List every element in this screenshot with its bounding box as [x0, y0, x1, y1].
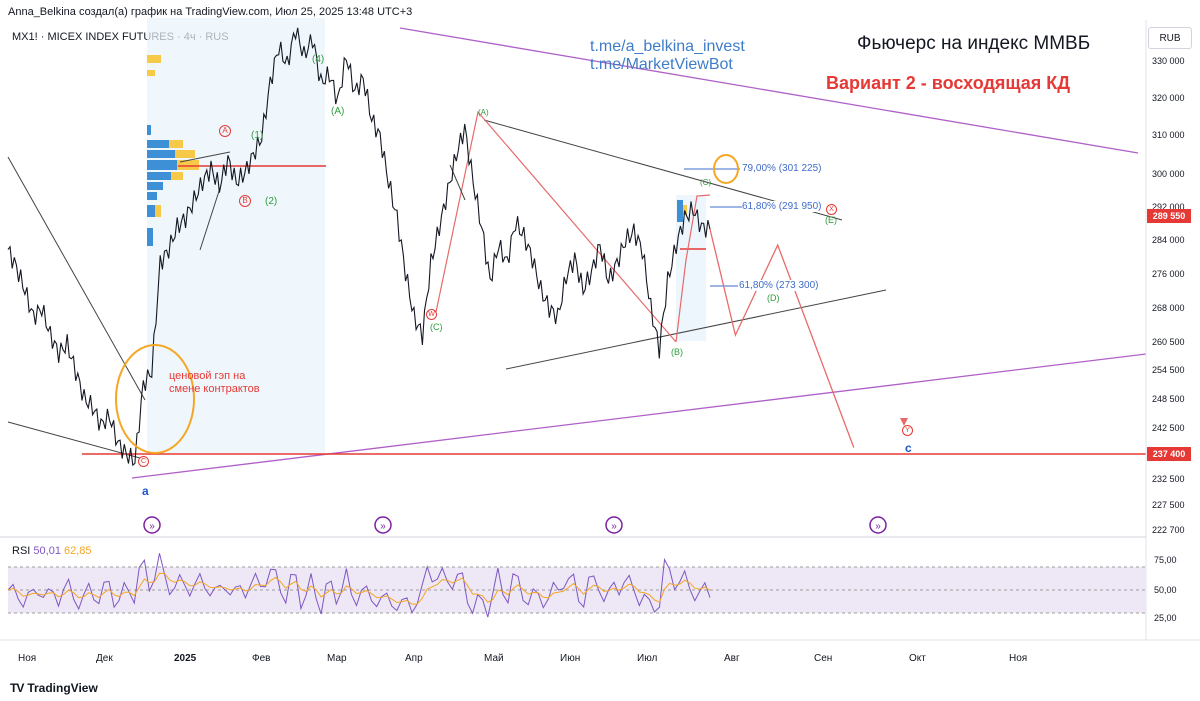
- wave-label-A-circle: A: [219, 125, 231, 137]
- variant-note: Вариант 2 - восходящая КД: [826, 73, 1071, 93]
- chart-credit: Anna_Belkina создал(а) график на Trading…: [8, 6, 413, 18]
- target-highlight-ellipse: [713, 154, 739, 184]
- y-tick: 222 700: [1152, 525, 1185, 535]
- wave-label-a: a: [142, 484, 149, 498]
- projection-arrowhead: [900, 418, 908, 426]
- wave-label-A1: (A): [331, 106, 345, 117]
- y-tick: 300 000: [1152, 169, 1185, 179]
- svg-text:»: »: [380, 521, 386, 532]
- x-tick: Май: [484, 653, 504, 664]
- wave-label-A2: (A): [478, 108, 489, 117]
- telegram-link-1[interactable]: t.me/a_belkina_invest: [590, 38, 745, 55]
- y-tick: 242 500: [1152, 423, 1185, 433]
- rsi-ma-value: 62,85: [64, 545, 92, 557]
- current-price-tag: 289 550: [1147, 209, 1191, 223]
- rsi-ma-series: [7, 572, 711, 605]
- x-tick: Авг: [724, 653, 740, 664]
- fib-label-618-high: 61,80% (291 950): [742, 201, 822, 212]
- svg-text:»: »: [149, 521, 155, 532]
- x-tick: 2025: [174, 653, 197, 664]
- y-tick: 260 500: [1152, 337, 1185, 347]
- support-price-tag: 237 400: [1147, 447, 1191, 461]
- wave-label-2: (2): [265, 196, 278, 207]
- rsi-tick: 25,00: [1154, 613, 1177, 623]
- fib-label-618-low: 61,80% (273 300): [739, 280, 819, 291]
- x-tick: Окт: [909, 653, 926, 664]
- wave-label-B: (B): [671, 347, 683, 357]
- wave-line-2: [199, 187, 221, 251]
- wave-label-E: (E): [825, 215, 837, 225]
- y-tick: 268 000: [1152, 303, 1185, 313]
- x-tick: Сен: [814, 653, 833, 664]
- x-tick: Дек: [96, 653, 113, 664]
- y-tick: 276 000: [1152, 269, 1185, 279]
- x-tick: Фев: [252, 653, 271, 664]
- jump-icon-3: »: [605, 516, 623, 534]
- x-tick: Июл: [637, 653, 658, 664]
- currency-button[interactable]: RUB: [1148, 27, 1192, 49]
- projection-path: [709, 228, 855, 448]
- y-tick: 320 000: [1152, 93, 1185, 103]
- wave-small-segment: [675, 194, 711, 343]
- y-tick: 292 000: [1152, 202, 1185, 212]
- rsi-tick: 50,00: [1154, 585, 1177, 595]
- wave-label-X-circle: X: [826, 204, 837, 215]
- rsi-header[interactable]: RSI 50,01 62,85: [12, 545, 92, 557]
- rsi-label: RSI: [12, 545, 31, 557]
- y-tick: 232 500: [1152, 474, 1185, 484]
- rsi-series: [7, 553, 711, 618]
- price-series: [7, 27, 711, 467]
- telegram-link-2[interactable]: t.me/MarketViewBot: [590, 56, 733, 73]
- x-tick: Мар: [327, 653, 347, 664]
- wave-label-B-circle: B: [239, 195, 251, 207]
- wave-label-C2: (C): [700, 178, 712, 187]
- y-tick: 248 500: [1152, 394, 1185, 404]
- chart-title-note: Фьючерс на индекс ММВБ: [857, 33, 1091, 54]
- x-tick: Апр: [405, 653, 423, 664]
- wave-label-C1: (C): [430, 322, 443, 332]
- jump-icon-2: »: [374, 516, 392, 534]
- y-tick: 284 000: [1152, 235, 1185, 245]
- lower-trendline-left: [7, 421, 141, 459]
- rsi-tick: 75,00: [1154, 555, 1177, 565]
- lower-channel-line: [131, 353, 1147, 479]
- wave-zigzag-wxy: [435, 110, 677, 343]
- x-tick: Ноя: [18, 653, 37, 664]
- wave-label-Y-circle: Y: [902, 425, 913, 436]
- rsi-value: 50,01: [33, 545, 61, 557]
- y-tick: 310 000: [1152, 130, 1185, 140]
- y-tick: 254 500: [1152, 365, 1185, 375]
- wave-label-4: (4): [312, 54, 325, 65]
- wave-label-c-circle: C: [138, 456, 149, 467]
- volume-profile: [147, 55, 687, 246]
- x-tick: Июн: [560, 653, 581, 664]
- gap-note: ценовой гэп на смене контрактов: [169, 370, 260, 395]
- upper-channel-line: [399, 27, 1139, 154]
- tradingview-logo: TV TradingView: [10, 681, 98, 695]
- wave-label-c: c: [905, 441, 912, 455]
- triangle-lower-line: [505, 289, 887, 370]
- tradingview-logo-icon: TV: [10, 681, 24, 695]
- session-highlight-1: [147, 18, 325, 453]
- y-tick: 330 000: [1152, 56, 1185, 66]
- x-tick: Ноя: [1009, 653, 1028, 664]
- descending-trendline-left: [7, 156, 146, 401]
- svg-text:»: »: [875, 521, 881, 532]
- y-tick: 227 500: [1152, 500, 1185, 510]
- gap-highlight-ellipse: [115, 344, 195, 454]
- jump-icon-4: »: [869, 516, 887, 534]
- fib-label-79: 79,00% (301 225): [742, 163, 822, 174]
- wave-label-1: (1): [251, 130, 264, 141]
- svg-text:»: »: [611, 521, 617, 532]
- jump-icon-1: »: [143, 516, 161, 534]
- wave-short-lines: [179, 151, 231, 163]
- wave-label-D: (D): [767, 293, 780, 303]
- wave-label-W-circle: W: [426, 309, 437, 320]
